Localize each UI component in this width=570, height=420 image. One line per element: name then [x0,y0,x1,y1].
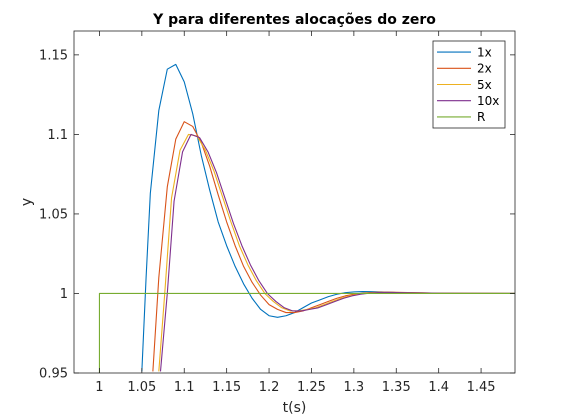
chart-title: Y para diferentes alocações do zero [152,12,436,28]
x-tick-label: 1.1 [174,380,195,395]
series-line-r [98,292,515,373]
y-tick-label: 1.15 [39,48,68,63]
x-tick-label: 1.35 [382,380,411,395]
x-tick-label: 1.4 [428,380,449,395]
x-axis-label: t(s) [283,400,307,416]
series-layer [98,63,515,373]
y-tick-label: 1.1 [47,128,68,143]
x-tick-label: 1.3 [344,380,365,395]
legend-label-10x: 10x [477,94,499,108]
x-tick-label: 1.05 [127,380,156,395]
y-tick-label: 1 [60,287,68,302]
axes-layer: 1 1.05 1.1 1.15 1.2 1.25 1.3 1.35 1.4 1.45 0.95 1 1.… [39,30,516,395]
y-tick-label: 1.05 [39,207,68,222]
legend-label-2x: 2x [477,62,492,76]
x-tick-label: 1.45 [467,380,496,395]
y-axis-label: y [19,198,35,206]
series-line-10x [159,133,515,372]
x-tick-label: 1 [95,380,103,395]
x-tick-label: 1.25 [297,380,326,395]
y-tick-label: 0.95 [39,367,68,382]
x-tick-label: 1.15 [212,380,241,395]
x-tick-label: 1.2 [259,380,280,395]
legend: 1x 2x 5x 10x R [432,40,506,129]
legend-label-1x: 1x [477,45,492,59]
axes-box [73,30,516,374]
legend-label-5x: 5x [477,78,492,92]
legend-label-r: R [477,110,485,124]
